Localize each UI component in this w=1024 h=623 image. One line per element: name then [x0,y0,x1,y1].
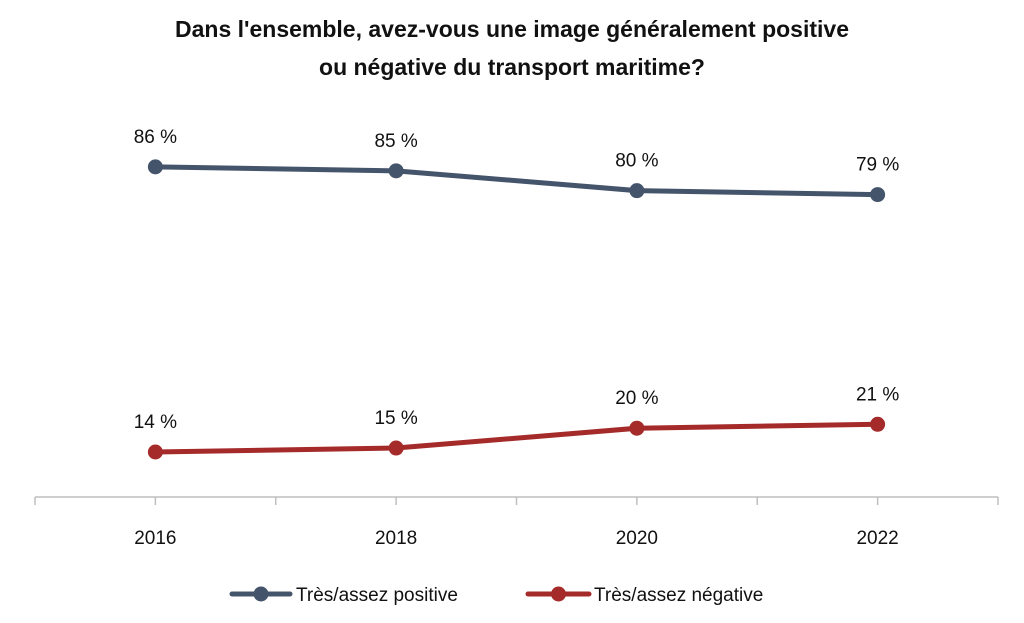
chart-title: Dans l'ensemble, avez-vous une image gén… [0,10,1024,86]
legend: Très/assez positive Très/assez négative [229,585,763,606]
legend-item: Très/assez négative [525,585,763,606]
data-point [147,444,163,460]
x-tick-label: 2022 [856,528,898,549]
legend-label: Très/assez positive [296,585,458,606]
data-labels: 86 % 85 % 80 % 79 % 14 % 15 % 20 % 21 % [134,127,900,433]
data-label: 79 % [856,155,899,176]
series-line-1 [152,164,881,198]
data-label: 21 % [856,384,899,405]
data-point [870,416,886,432]
x-tick-label: 2016 [134,528,176,549]
data-point [147,159,163,175]
data-label: 20 % [615,388,658,409]
data-point [870,187,886,203]
chart-title-line-2: ou négative du transport maritime? [319,54,705,80]
legend-marker [253,586,269,602]
data-label: 14 % [134,412,177,433]
data-point [629,420,645,436]
chart-title-line-1: Dans l'ensemble, avez-vous une image gén… [175,16,849,42]
legend-marker [551,586,566,602]
data-label: 80 % [615,151,658,172]
series-lines [147,159,886,460]
data-point [388,440,404,456]
data-point [388,163,404,179]
series-line-2 [152,421,881,455]
x-tick-label: 2020 [616,528,658,549]
data-label: 15 % [374,408,417,429]
x-tick-label: 2018 [375,528,417,549]
data-point [629,183,645,199]
data-label: 86 % [134,127,177,148]
legend-item: Très/assez positive [229,585,458,606]
data-label: 85 % [374,131,417,152]
legend-label: Très/assez négative [594,585,763,606]
x-axis: 2016 2018 2020 2022 [34,496,999,549]
